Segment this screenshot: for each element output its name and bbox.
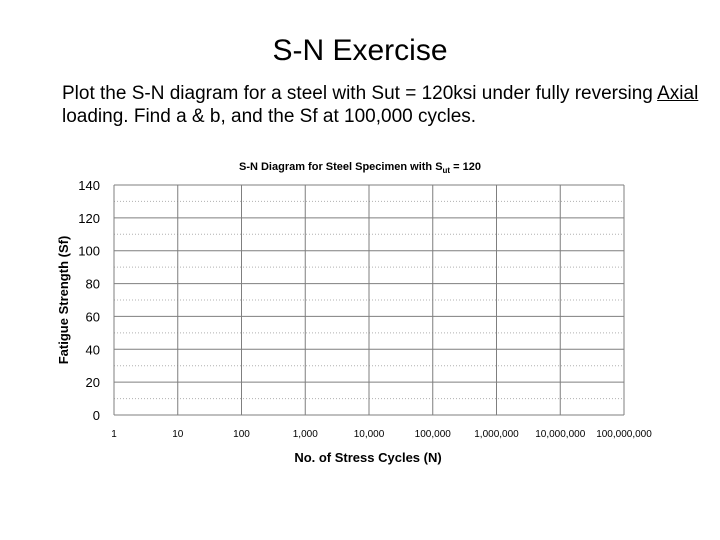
chart-title: S-N Diagram for Steel Specimen with Sut …	[239, 161, 481, 175]
major-gridlines	[114, 184, 624, 416]
y-tick-labels: 0 20 40 60 80 100 120 140	[78, 178, 100, 423]
x-tick-label: 100	[233, 429, 250, 440]
y-tick-label: 20	[86, 375, 100, 390]
y-tick-label: 40	[86, 342, 100, 357]
instructions-text-1: Plot the S-N diagram for a steel with Su…	[62, 83, 658, 104]
x-tick-label: 10	[172, 429, 184, 440]
y-axis-label: Fatigue Strength (Sf)	[56, 236, 71, 365]
x-tick-label: 1,000,000	[474, 429, 519, 440]
y-tick-label: 80	[86, 277, 100, 292]
slide-instructions: Plot the S-N diagram for a steel with Su…	[62, 82, 702, 128]
instructions-text-2: loading. Find a & b, and the Sf at 100,0…	[62, 106, 477, 127]
instructions-underlined-word: Axial	[657, 83, 699, 104]
x-tick-label: 1,000	[293, 429, 318, 440]
y-tick-label: 100	[78, 244, 100, 259]
x-axis-label: No. of Stress Cycles (N)	[294, 450, 441, 465]
x-tick-label: 100,000,000	[596, 429, 652, 440]
y-tick-label: 60	[86, 309, 100, 324]
x-tick-labels: 1 10 100 1,000 10,000 100,000 1,000,000 10,000,…	[111, 429, 652, 440]
axes	[113, 185, 625, 416]
x-tick-label: 1	[111, 429, 117, 440]
y-tick-label: 0	[93, 408, 100, 423]
chart-title-subscript: ut	[443, 166, 451, 175]
chart-title-main: S-N Diagram for Steel Specimen with S	[239, 161, 443, 173]
x-tick-label: 10,000,000	[535, 429, 585, 440]
x-tick-label: 100,000	[415, 429, 452, 440]
x-tick-label: 10,000	[354, 429, 385, 440]
y-tick-label: 120	[78, 211, 100, 226]
slide-title: S-N Exercise	[272, 34, 448, 67]
chart-title-end: = 120	[450, 161, 481, 173]
y-tick-label: 140	[78, 178, 100, 193]
